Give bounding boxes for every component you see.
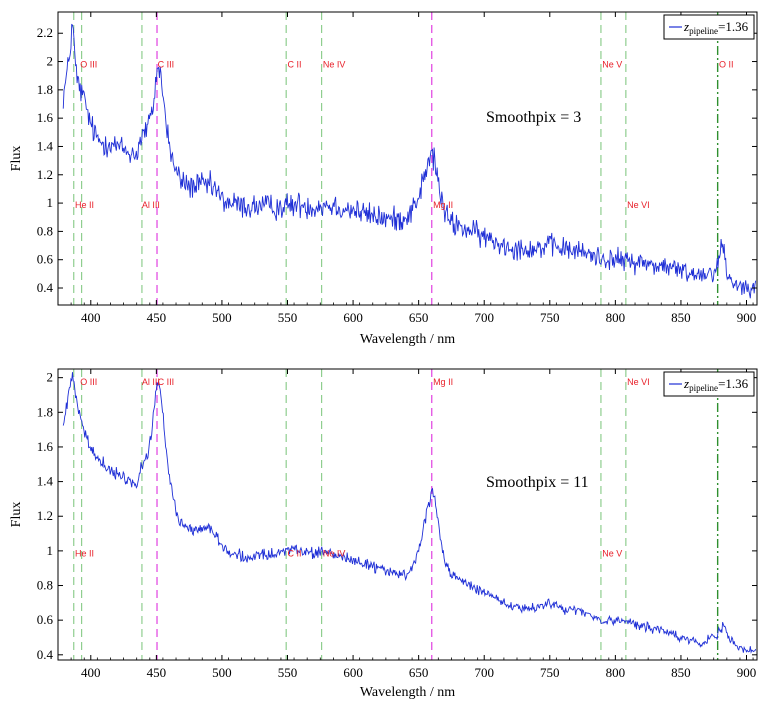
legend-label: zpipeline=1.36 bbox=[683, 376, 749, 393]
x-tick-label: 450 bbox=[147, 310, 167, 325]
legend-z: z bbox=[683, 376, 689, 391]
x-tick-label: 650 bbox=[409, 665, 429, 680]
emission-line-label: Ne VI bbox=[627, 200, 650, 210]
y-tick-label: 1.4 bbox=[37, 138, 54, 153]
x-tick-label: 500 bbox=[212, 310, 232, 325]
y-tick-label: 1.6 bbox=[37, 439, 54, 454]
x-tick-label: 450 bbox=[147, 665, 167, 680]
x-tick-label: 800 bbox=[606, 665, 626, 680]
top-spectrum-panel: O III C III C II Ne IV Ne V O II He II Al III Mg… bbox=[9, 11, 758, 347]
x-tick-label: 400 bbox=[81, 310, 101, 325]
y-tick-label: 1 bbox=[47, 195, 54, 210]
emission-line-label: C II bbox=[288, 59, 302, 69]
y-tick-label: 1.2 bbox=[37, 508, 53, 523]
x-tick-label: 400 bbox=[81, 665, 101, 680]
emission-line-label: Ne VI bbox=[627, 377, 650, 387]
emission-line-label: O III bbox=[80, 377, 97, 387]
emission-line-label: O III bbox=[80, 59, 97, 69]
spectrum-line bbox=[62, 23, 757, 299]
smoothpix-annotation: Smoothpix = 11 bbox=[486, 474, 589, 491]
legend-value: =1.36 bbox=[718, 19, 749, 34]
y-tick-label: 1.6 bbox=[37, 110, 54, 125]
y-tick-label: 0.8 bbox=[37, 223, 53, 238]
y-tick-label: 1.8 bbox=[37, 82, 53, 97]
emission-line-label: Mg II bbox=[433, 200, 453, 210]
x-tick-label: 850 bbox=[671, 310, 691, 325]
y-tick-label: 0.4 bbox=[37, 647, 54, 662]
emission-line-label: Mg II bbox=[433, 377, 453, 387]
emission-line-label: Ne V bbox=[602, 59, 622, 69]
emission-line-label: Ne V bbox=[602, 548, 622, 558]
y-tick-label: 1.2 bbox=[37, 167, 53, 182]
y-tick-label: 0.6 bbox=[37, 252, 54, 267]
legend: zpipeline=1.36 bbox=[663, 14, 755, 40]
x-tick-label: 900 bbox=[737, 310, 757, 325]
x-tick-label: 750 bbox=[540, 665, 560, 680]
legend-subscript: pipeline bbox=[689, 26, 718, 36]
x-tick-label: 650 bbox=[409, 310, 429, 325]
legend-label: zpipeline=1.36 bbox=[683, 19, 749, 36]
y-tick-label: 0.6 bbox=[37, 612, 54, 627]
y-axis-title: Flux bbox=[9, 146, 24, 172]
legend-value: =1.36 bbox=[718, 376, 749, 391]
emission-line-label: C II bbox=[288, 548, 302, 558]
spectrum-line bbox=[62, 372, 757, 654]
x-tick-label: 800 bbox=[606, 310, 626, 325]
emission-line-label: He II bbox=[75, 548, 94, 558]
emission-line-label: Al III bbox=[142, 200, 160, 210]
x-tick-label: 600 bbox=[343, 310, 363, 325]
emission-line-label: Ne IV bbox=[323, 59, 346, 69]
y-axis-title: Flux bbox=[9, 502, 24, 528]
axes-frame bbox=[57, 11, 758, 306]
x-tick-label: 700 bbox=[474, 665, 494, 680]
emission-line-label: He II bbox=[75, 200, 94, 210]
emission-line-label: O II bbox=[719, 59, 734, 69]
x-tick-label: 600 bbox=[343, 665, 363, 680]
smoothpix-annotation: Smoothpix = 3 bbox=[486, 109, 581, 126]
x-tick-label: 750 bbox=[540, 310, 560, 325]
y-tick-label: 1.8 bbox=[37, 404, 53, 419]
plot-area bbox=[62, 12, 757, 305]
x-tick-label: 550 bbox=[278, 310, 298, 325]
legend-z: z bbox=[683, 19, 689, 34]
emission-line-label: C III bbox=[158, 377, 175, 387]
x-tick-label: 550 bbox=[278, 665, 298, 680]
x-tick-label: 900 bbox=[737, 665, 757, 680]
y-tick-label: 2.2 bbox=[37, 25, 53, 40]
y-tick-label: 2 bbox=[47, 54, 54, 69]
y-tick-label: 0.8 bbox=[37, 578, 53, 593]
x-axis-title: Wavelength / nm bbox=[360, 332, 455, 347]
x-tick-label: 700 bbox=[474, 310, 494, 325]
emission-line-label: C III bbox=[158, 59, 175, 69]
plot-area bbox=[62, 369, 757, 660]
emission-line-label: Ne IV bbox=[323, 548, 346, 558]
y-tick-label: 2 bbox=[47, 370, 54, 385]
x-axis-title: Wavelength / nm bbox=[360, 685, 455, 700]
y-tick-label: 1 bbox=[47, 543, 54, 558]
legend-subscript: pipeline bbox=[689, 383, 718, 393]
axes-frame bbox=[57, 368, 758, 661]
x-tick-label: 850 bbox=[671, 665, 691, 680]
y-tick-label: 0.4 bbox=[37, 280, 54, 295]
emission-line-label: Al III bbox=[142, 377, 160, 387]
x-tick-label: 500 bbox=[212, 665, 232, 680]
y-tick-label: 1.4 bbox=[37, 474, 54, 489]
legend: zpipeline=1.36 bbox=[663, 371, 755, 397]
